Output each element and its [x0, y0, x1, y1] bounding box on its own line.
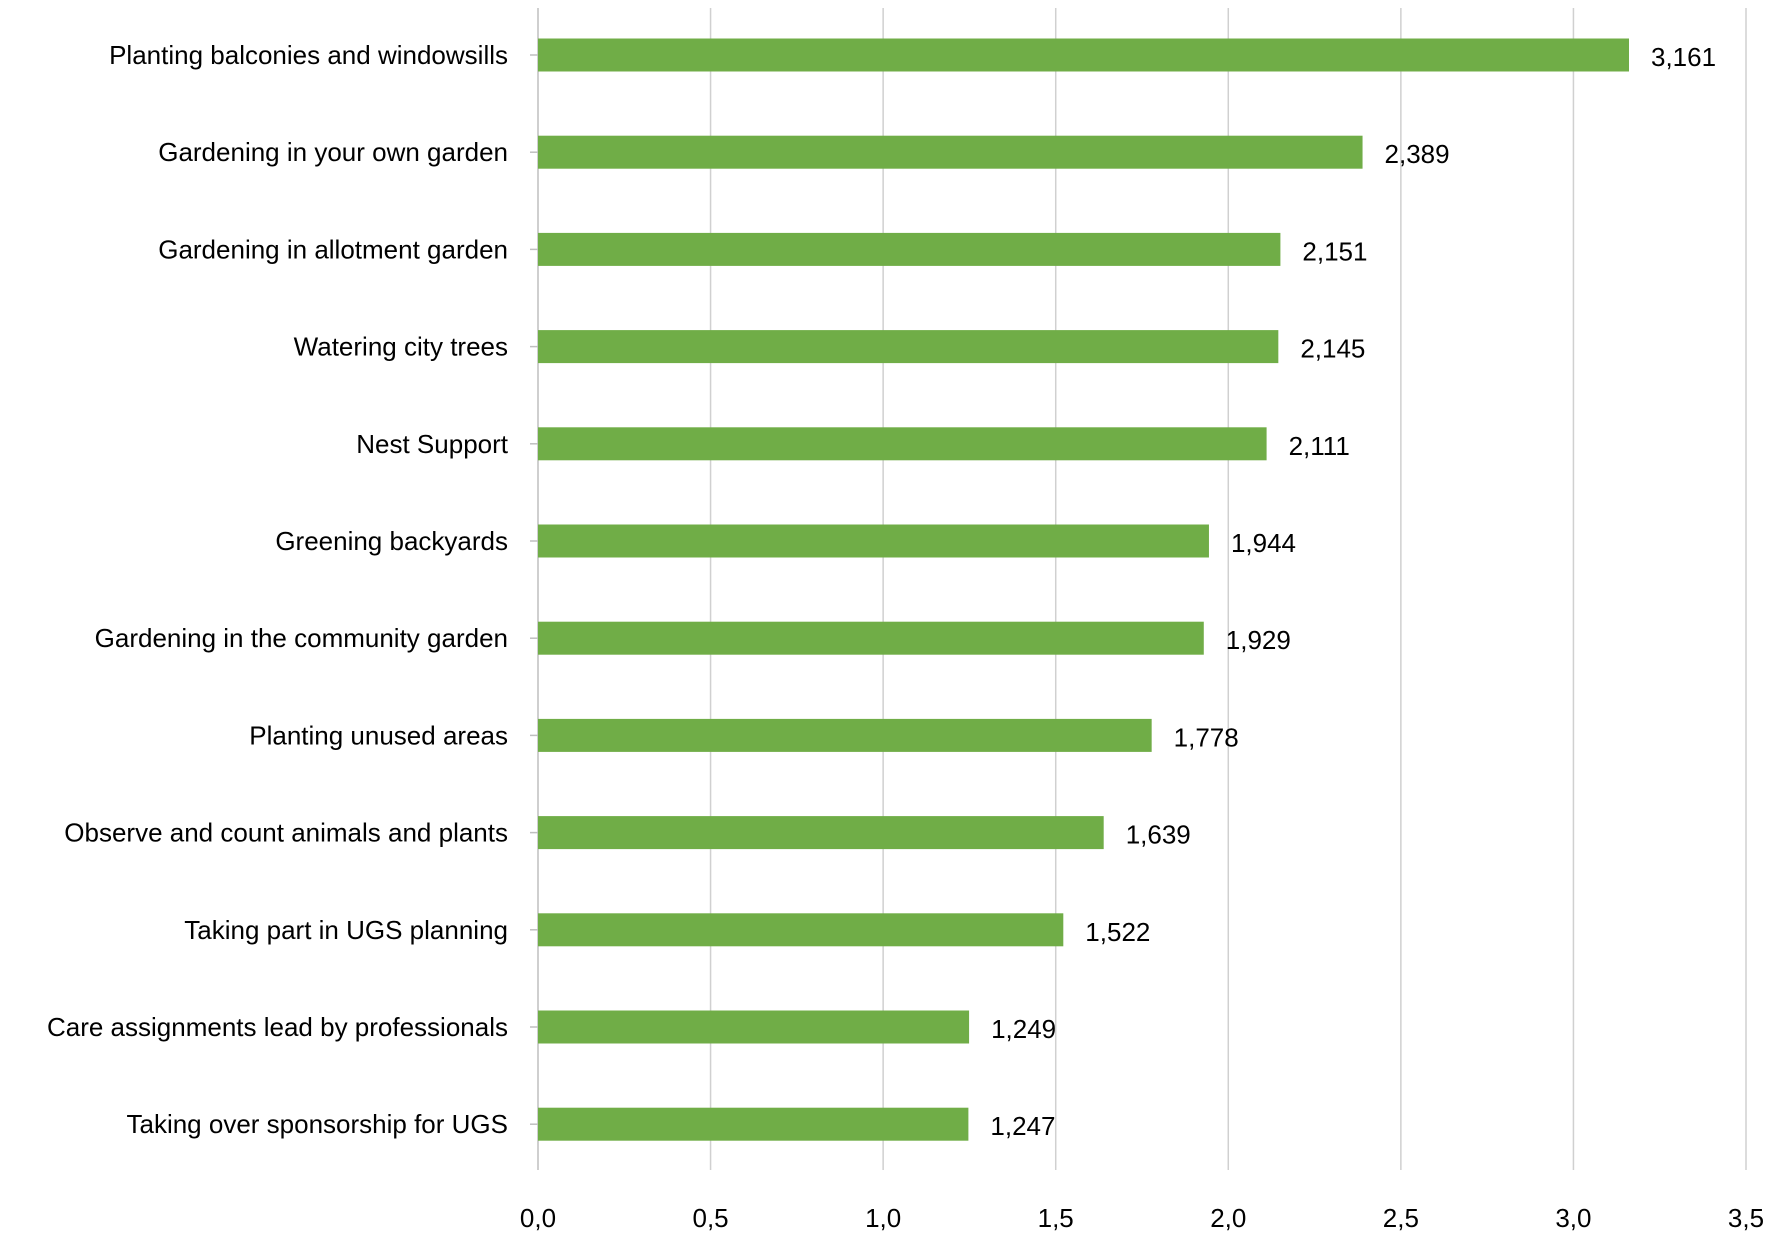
category-label: Planting balconies and windowsills: [109, 40, 508, 70]
category-label: Gardening in allotment garden: [158, 234, 508, 264]
value-label: 1,778: [1174, 722, 1239, 752]
category-label: Nest Support: [356, 429, 509, 459]
x-tick-label: 0,0: [520, 1203, 556, 1233]
category-label: Watering city trees: [294, 332, 508, 362]
value-label: 2,111: [1289, 431, 1350, 461]
category-label: Greening backyards: [275, 526, 508, 556]
labels: 0,0 0,5 1,0 1,5 2,0 2,5 3,0 3,5 Planting balconi…: [47, 40, 1764, 1233]
value-label: 1,929: [1226, 625, 1291, 655]
category-label: Planting unused areas: [249, 720, 508, 750]
x-tick-label: 0,5: [692, 1203, 728, 1233]
bar: [538, 718, 1152, 752]
x-tick-label: 3,0: [1555, 1203, 1591, 1233]
value-label: 1,944: [1231, 528, 1296, 558]
category-label: Gardening in your own garden: [158, 137, 508, 167]
value-label: 2,145: [1300, 334, 1365, 364]
value-label: 2,389: [1385, 139, 1450, 169]
value-label: 1,639: [1126, 820, 1191, 850]
bar: [538, 913, 1064, 947]
bar: [538, 135, 1363, 169]
x-tick-label: 1,0: [865, 1203, 901, 1233]
bar: [538, 621, 1204, 655]
value-label: 3,161: [1651, 42, 1716, 72]
bar: [538, 330, 1279, 364]
bar: [538, 524, 1209, 558]
category-label: Care assignments lead by professionals: [47, 1012, 508, 1042]
bar: [538, 1107, 969, 1141]
category-label: Taking part in UGS planning: [184, 915, 508, 945]
category-label: Gardening in the community garden: [95, 623, 508, 653]
gridlines: [709, 8, 1747, 1170]
value-label: 2,151: [1302, 236, 1367, 266]
axes: [530, 8, 539, 1170]
x-tick-label: 2,5: [1383, 1203, 1419, 1233]
bar: [538, 1010, 970, 1044]
x-tick-label: 1,5: [1038, 1203, 1074, 1233]
x-tick-label: 3,5: [1728, 1203, 1764, 1233]
bar: [538, 232, 1281, 266]
value-label: 1,522: [1085, 917, 1150, 947]
value-label: 1,249: [991, 1014, 1056, 1044]
x-tick-label: 2,0: [1210, 1203, 1246, 1233]
category-label: Taking over sponsorship for UGS: [126, 1109, 508, 1139]
category-label: Observe and count animals and plants: [64, 818, 508, 848]
bar: [538, 38, 1629, 72]
bar: [538, 816, 1104, 850]
bar: [538, 427, 1267, 461]
bars: [538, 38, 1629, 1141]
value-label: 1,247: [990, 1111, 1055, 1141]
